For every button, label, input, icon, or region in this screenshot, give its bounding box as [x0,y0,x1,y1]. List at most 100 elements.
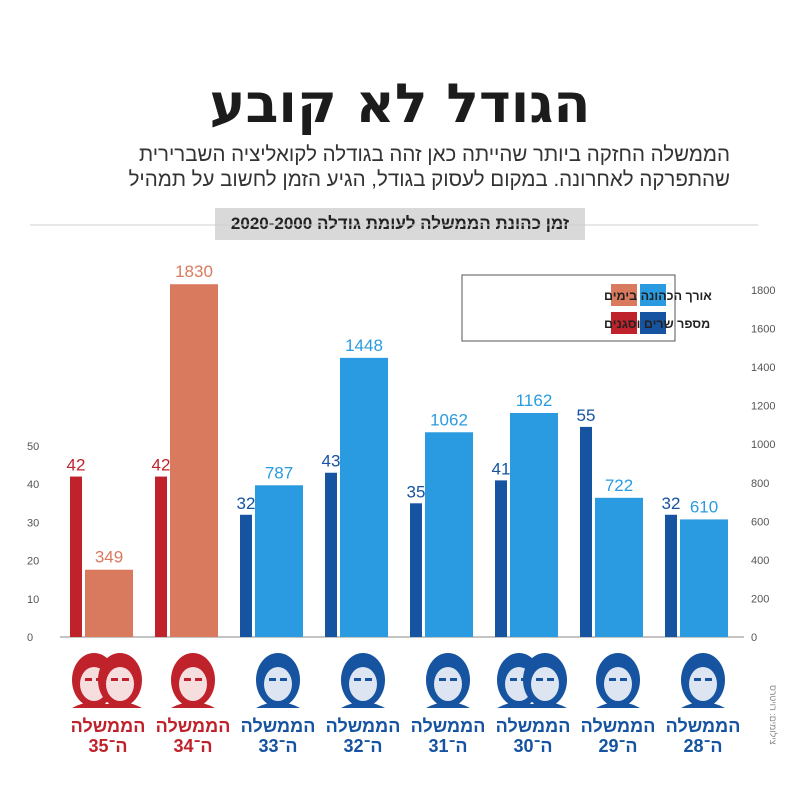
portraits [72,653,725,708]
face-eye [609,678,616,681]
value-label-days: 1448 [345,336,383,355]
value-label-days: 610 [690,497,718,516]
portrait-icon [72,653,142,708]
right-axis-tick: 400 [751,555,769,567]
face-shoulders [426,702,470,708]
value-label-days: 787 [265,463,293,482]
face-eye [510,678,517,681]
face-eye [536,678,543,681]
face-highlight [531,667,559,701]
right-axis-tick: 1000 [751,439,775,451]
bar-days [680,519,728,637]
right-axis-tick: 200 [751,593,769,605]
bars [70,284,728,637]
value-label-days: 1162 [516,391,553,410]
face-eye [450,678,457,681]
right-axis-tick: 0 [751,632,757,644]
category-labels: הממשלהה־35הממשלהה־34הממשלהה־33הממשלהה־32… [71,716,741,756]
bar-ministers [410,503,422,637]
bar-ministers [155,476,167,637]
right-axis-tick: 800 [751,478,769,490]
face-eye [620,678,627,681]
bar-days [510,412,558,637]
bar-days [340,357,388,637]
category-label-line1: הממשלה [581,716,656,736]
subtitle: הממשלה החזקה ביותר שהייתה כאן זהה בגודלה… [40,142,730,192]
face-eye [184,678,191,681]
legend-box [461,274,676,342]
face-eye [195,678,202,681]
value-labels: 42 349 42 1830 32 787 43 1448 35 1062 41 1162 55 722 3… [67,262,719,567]
face-eye [111,678,118,681]
portrait-icon [256,653,300,708]
category-label-line1: הממשלה [496,716,571,736]
portrait-icon [341,653,385,708]
bar-ministers [70,476,82,637]
left-axis-tick: 30 [27,517,39,529]
portrait-icon [426,653,470,708]
face-shoulders [596,702,640,708]
face-shoulders [256,702,300,708]
left-axis-tick: 20 [27,556,39,568]
left-axis-tick: 10 [27,594,39,606]
face-highlight [434,667,462,701]
legend-swatch-ministers-blue [640,312,666,334]
right-axis-tick: 1800 [751,285,775,297]
face-eye [269,678,276,681]
face-highlight [604,667,632,701]
bar-ministers [325,472,337,637]
face-highlight [689,667,717,701]
face-shoulders [171,702,215,708]
category-label-line2: ה־32 [343,736,382,756]
value-label-days: 1062 [430,410,468,429]
photo-credit: צילומים: רויטרס [768,685,778,745]
bar-ministers [495,480,507,637]
value-label-days: 1830 [175,262,213,281]
right-axis-tick: 1200 [751,401,775,413]
value-label-ministers: 35 [407,482,426,501]
portrait-icon [596,653,640,708]
page-title: הגודל לא קובע [209,72,591,135]
left-axis-tick: 40 [27,479,39,491]
legend-swatch-days-red [611,284,637,306]
face-shoulders [523,702,567,708]
face-shoulders [341,702,385,708]
category-label-line1: הממשלה [326,716,401,736]
face-eye [354,678,361,681]
bar-days [425,432,473,637]
legend: אורך הכהונה בימים מספר שרים וסגנים [461,274,712,342]
value-label-ministers: 32 [662,494,681,513]
face-highlight [106,667,134,701]
category-label-line1: הממשלה [411,716,486,736]
category-label-line2: ה־29 [598,736,637,756]
face-highlight [349,667,377,701]
right-axis-tick: 600 [751,516,769,528]
bar-days [595,497,643,637]
category-label-line2: ה־31 [428,736,467,756]
category-label-line1: הממשלה [71,716,146,736]
category-label-line1: הממשלה [666,716,741,736]
value-label-ministers: 55 [577,406,596,425]
category-label-line2: ה־33 [258,736,297,756]
face-shoulders [98,702,142,708]
face-shoulders [681,702,725,708]
legend-label-ministers: מספר שרים וסגנים [604,317,710,331]
value-label-days: 349 [95,548,123,567]
subtitle-line-1: הממשלה החזקה ביותר שהייתה כאן זהה בגודלה… [138,143,730,166]
face-eye [694,678,701,681]
face-eye [439,678,446,681]
category-label-line2: ה־28 [683,736,722,756]
category-label-line1: הממשלה [241,716,316,736]
category-label-line2: ה־30 [513,736,552,756]
category-label-line2: ה־35 [88,736,127,756]
face-eye [547,678,554,681]
category-label-line2: ה־34 [173,736,212,756]
portrait-icon [171,653,215,708]
face-highlight [179,667,207,701]
bar-days [255,485,303,637]
value-label-ministers: 42 [67,456,86,475]
face-eye [705,678,712,681]
right-axis-tick: 1600 [751,324,775,336]
value-label-ministers: 32 [237,494,256,513]
legend-swatch-ministers-red [611,312,637,334]
